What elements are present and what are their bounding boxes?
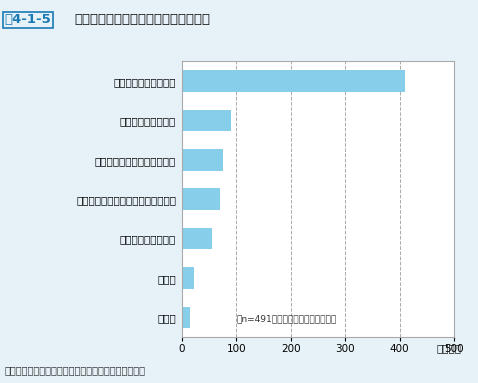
Bar	[182, 188, 220, 210]
Bar	[182, 306, 190, 328]
Bar	[182, 228, 212, 249]
Bar	[182, 267, 194, 289]
Text: （世帯）: （世帯）	[436, 343, 461, 353]
Text: 資料：公益財団法人交通エコロジー・モビリティ財団: 資料：公益財団法人交通エコロジー・モビリティ財団	[5, 365, 146, 375]
Text: （n=491、最大二つまで複数回答）: （n=491、最大二つまで複数回答）	[236, 314, 337, 323]
Bar	[182, 70, 405, 92]
Bar	[182, 110, 231, 131]
Bar	[182, 149, 222, 170]
Text: カーシェアリング加入による意識変化: カーシェアリング加入による意識変化	[74, 13, 210, 26]
Text: 図4-1-5: 図4-1-5	[5, 13, 52, 26]
